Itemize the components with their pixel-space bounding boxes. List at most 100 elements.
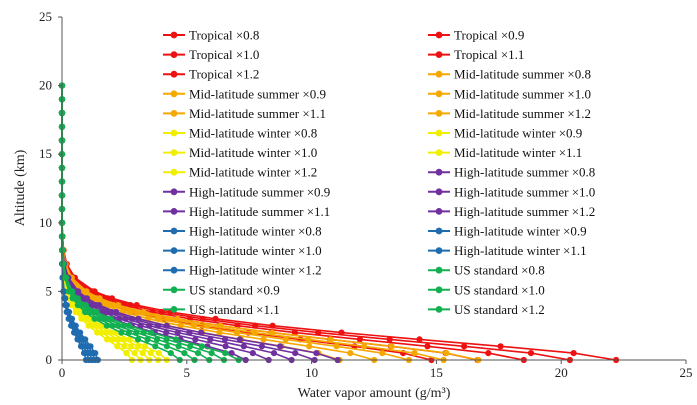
data-point	[305, 336, 312, 343]
legend-label: Mid-latitude winter ×0.8	[189, 126, 317, 141]
data-point	[134, 336, 142, 343]
legend-label: Mid-latitude winter ×1.0	[189, 145, 317, 160]
data-point	[148, 329, 155, 336]
legend-swatch-marker	[435, 149, 443, 157]
data-point	[121, 343, 128, 350]
legend-label: US standard ×1.2	[454, 302, 545, 317]
data-point	[181, 350, 188, 357]
data-point	[282, 336, 289, 343]
legend-label: Mid-latitude winter ×0.9	[454, 126, 582, 141]
data-point	[216, 329, 223, 336]
data-point	[108, 295, 116, 302]
legend-swatch-marker	[435, 129, 443, 137]
data-point	[68, 315, 76, 322]
legend-item-high-latitude-winter-x1-1: High-latitude winter ×1.1	[428, 243, 587, 258]
legend-swatch-marker	[170, 188, 178, 196]
data-point	[115, 302, 122, 309]
legend-swatch-marker	[435, 70, 443, 78]
data-point	[222, 343, 229, 350]
legend-item-us-standard-x1-0: US standard ×1.0	[428, 282, 545, 297]
x-tick-label: 15	[430, 365, 443, 380]
legend-label: High-latitude winter ×1.1	[454, 243, 587, 258]
legend-item-mid-latitude-summer-x1-2: Mid-latitude summer ×1.2	[428, 106, 591, 121]
legend-item-high-latitude-winter-x1-2: High-latitude winter ×1.2	[163, 263, 322, 278]
legend-swatch-marker	[170, 129, 178, 137]
legend-swatch-marker	[170, 51, 178, 58]
legend-label: High-latitude winter ×1.2	[189, 263, 322, 278]
data-point	[63, 302, 70, 309]
legend-item-high-latitude-summer-x1-1: High-latitude summer ×1.1	[163, 204, 330, 219]
data-point	[155, 350, 162, 357]
data-point	[172, 336, 180, 343]
data-point	[269, 322, 276, 329]
legend-label: US standard ×1.0	[454, 282, 545, 297]
legend-swatch-marker	[435, 31, 443, 39]
legend-label: Mid-latitude summer ×0.9	[189, 86, 326, 101]
y-axis-title: Altitude (km)	[13, 149, 28, 226]
data-point	[87, 343, 94, 350]
legend-swatch-marker	[170, 149, 178, 157]
data-point	[268, 329, 276, 336]
data-point	[388, 343, 395, 350]
legend-item-high-latitude-summer-x1-2: High-latitude summer ×1.2	[428, 204, 595, 219]
legend-swatch-marker	[435, 51, 443, 58]
data-point	[152, 343, 159, 350]
data-point	[327, 336, 334, 343]
legend-label: Mid-latitude summer ×1.0	[454, 86, 591, 101]
data-point	[174, 315, 181, 322]
legend-label: Tropical ×0.8	[189, 28, 259, 43]
legend-item-mid-latitude-summer-x1-0: Mid-latitude summer ×1.0	[428, 86, 591, 101]
data-point	[217, 322, 224, 329]
legend-swatch-marker	[170, 70, 178, 78]
data-point	[411, 350, 418, 357]
legend-item-us-standard-x1-1: US standard ×1.1	[163, 302, 280, 317]
legend-swatch-marker	[170, 208, 178, 215]
data-point	[197, 329, 205, 336]
legend-item-mid-latitude-winter-x1-0: Mid-latitude winter ×1.0	[163, 145, 317, 160]
data-point	[65, 308, 73, 316]
legend-label: High-latitude summer ×1.0	[454, 184, 595, 199]
legend-label: High-latitude summer ×1.1	[189, 204, 330, 219]
legend-item-mid-latitude-summer-x0-8: Mid-latitude summer ×0.8	[428, 67, 591, 82]
data-point	[107, 315, 115, 322]
legend-swatch-marker	[435, 247, 443, 255]
data-point	[163, 329, 170, 336]
data-point	[126, 336, 133, 343]
data-point	[60, 260, 67, 268]
data-point	[212, 315, 219, 322]
data-point	[347, 350, 354, 357]
data-point	[270, 350, 278, 357]
y-tick-label: 0	[46, 352, 53, 367]
data-point	[92, 350, 99, 357]
y-tick-label: 5	[46, 283, 53, 298]
legend-item-us-standard-x0-9: US standard ×0.9	[163, 282, 280, 297]
data-point	[313, 350, 320, 357]
legend-label: High-latitude summer ×0.9	[189, 184, 330, 199]
data-point	[63, 274, 70, 281]
data-point	[83, 288, 90, 295]
legend-item-us-standard-x1-2: US standard ×1.2	[428, 302, 545, 317]
data-point	[356, 336, 363, 343]
legend-label: Mid-latitude winter ×1.2	[189, 165, 317, 180]
legend-swatch-marker	[435, 188, 443, 196]
data-point	[104, 336, 111, 343]
legend-label: High-latitude winter ×0.8	[189, 224, 322, 239]
data-point	[93, 308, 100, 316]
data-point	[91, 288, 98, 295]
data-point	[167, 350, 174, 357]
legend: Tropical ×0.8 Tropical ×0.9 Tropical ×1.0 T…	[163, 28, 595, 317]
data-point	[236, 336, 243, 343]
data-point	[61, 288, 68, 295]
legend-item-high-latitude-winter-x0-9: High-latitude winter ×0.9	[428, 224, 587, 239]
legend-swatch-marker	[170, 90, 178, 98]
legend-label: US standard ×0.8	[454, 263, 545, 278]
legend-swatch-marker	[435, 227, 443, 235]
data-point	[222, 350, 229, 357]
data-point	[485, 350, 492, 357]
legend-swatch-marker	[170, 266, 178, 274]
legend-item-tropical-x1-0: Tropical ×1.0	[163, 47, 259, 62]
legend-item-high-latitude-winter-x0-8: High-latitude winter ×0.8	[163, 224, 322, 239]
data-point	[194, 350, 202, 357]
data-point	[77, 329, 84, 336]
legend-swatch-marker	[435, 110, 443, 117]
